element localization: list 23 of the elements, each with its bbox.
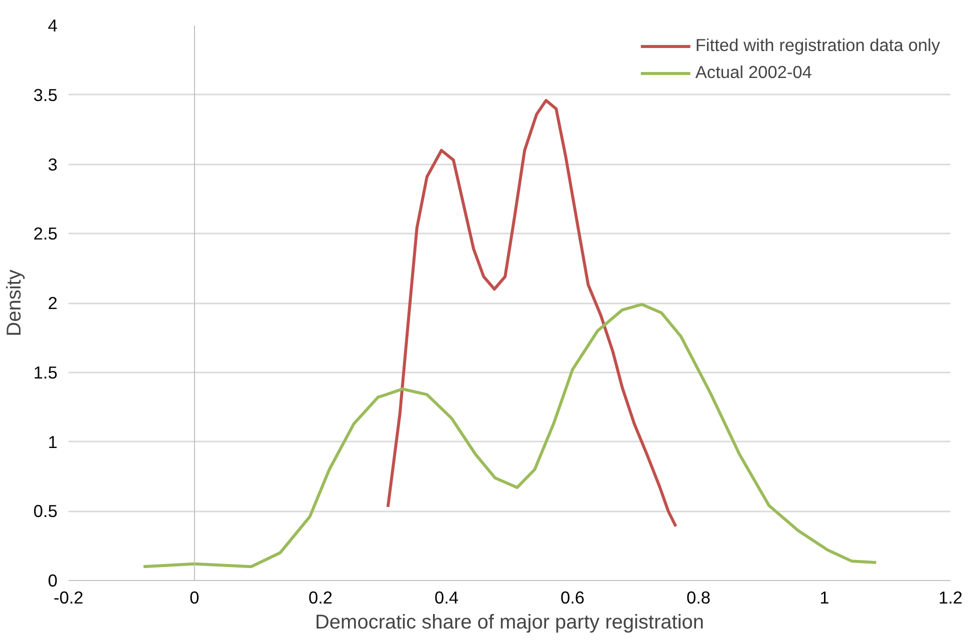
x-tick-label: 0.8	[686, 588, 711, 608]
y-axis-title: Density	[3, 270, 26, 336]
y-tick-label: 3.5	[33, 84, 58, 105]
legend-label: Actual 2002-04	[695, 62, 812, 83]
x-axis-title: Democratic share of major party registration	[314, 612, 704, 634]
legend-label: Fitted with registration data only	[695, 35, 940, 56]
x-tick-label: -0.2	[54, 588, 84, 608]
y-tick-label: 1	[48, 432, 58, 452]
x-tick-label: 0.2	[308, 588, 333, 608]
y-tick-label: 0	[48, 570, 58, 590]
line-series	[142, 302, 878, 568]
y-tick-label: 2.5	[33, 224, 58, 244]
y-tick-label: 1.5	[33, 362, 58, 382]
x-tick-label: 0.6	[560, 588, 585, 608]
x-tick-label: 0.4	[434, 588, 459, 608]
y-tick-label: 0.5	[33, 501, 58, 522]
line-series	[386, 98, 678, 528]
y-tick-label: 2	[48, 293, 58, 313]
x-tick-label: 1.2	[938, 588, 963, 608]
x-tick-label: 1	[820, 588, 830, 608]
y-tick-label: 3	[48, 154, 58, 174]
x-tick-label: 0	[190, 588, 200, 608]
y-tick-label: 4	[48, 16, 58, 36]
